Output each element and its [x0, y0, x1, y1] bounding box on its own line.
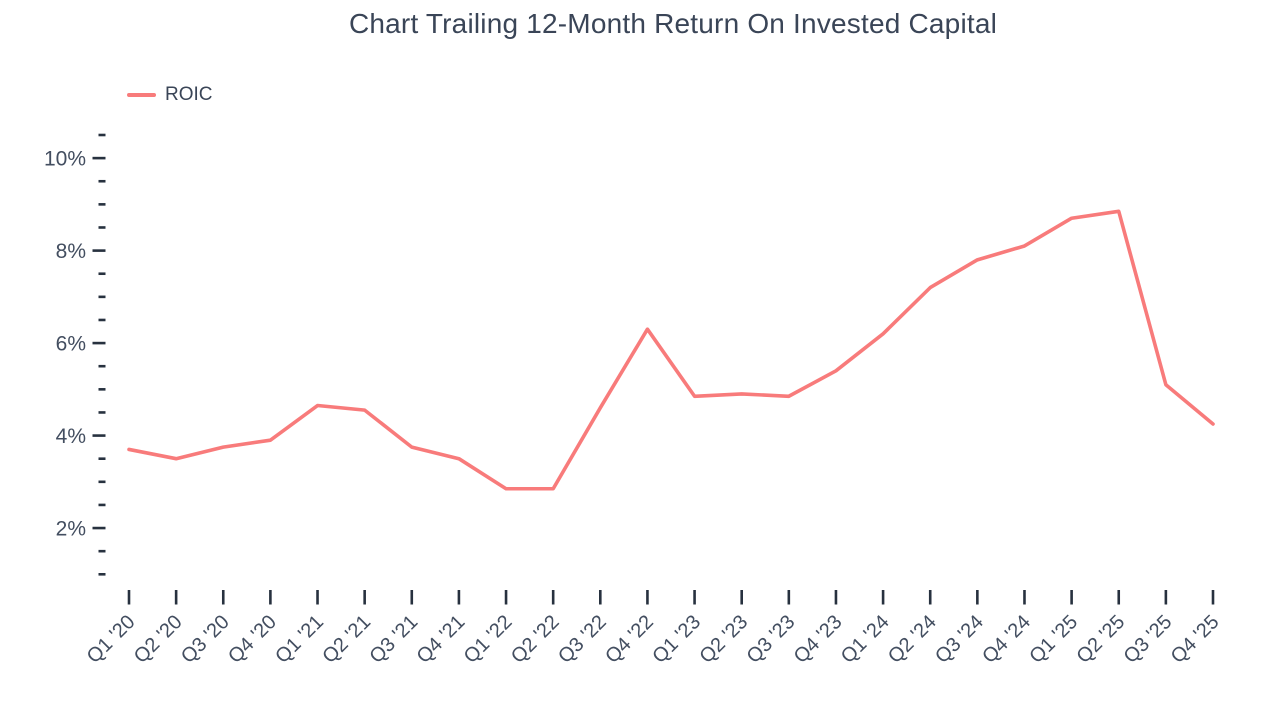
y-tick-label: 4%: [56, 425, 86, 448]
x-tick-label: Q4 '23: [790, 611, 847, 668]
x-tick-label: Q4 '22: [601, 611, 658, 668]
y-tick-label: 2%: [56, 518, 86, 541]
y-tick-label: 8%: [56, 240, 86, 263]
x-tick-label: Q3 '23: [743, 611, 800, 668]
x-tick-label: Q1 '22: [460, 611, 517, 668]
y-tick-label: 10%: [44, 148, 86, 171]
x-tick-label: Q2 '21: [318, 611, 375, 668]
x-tick-label: Q3 '24: [931, 611, 988, 668]
x-tick-label: Q1 '21: [271, 611, 328, 668]
legend-line-swatch: [127, 93, 156, 97]
x-tick-label: Q2 '23: [695, 611, 752, 668]
x-tick-label: Q1 '23: [648, 611, 705, 668]
x-tick-label: Q2 '22: [507, 611, 564, 668]
x-tick-label: Q4 '21: [413, 611, 470, 668]
legend-item-roic[interactable]: ROIC: [127, 84, 213, 106]
x-tick-label: Q2 '25: [1072, 611, 1129, 668]
x-tick-label: Q4 '24: [978, 611, 1035, 668]
x-tick-label: Q2 '20: [130, 611, 187, 668]
roic-line-series[interactable]: [127, 209, 1215, 491]
y-axis: 2% 4% 6% 8% 10%: [44, 133, 106, 576]
x-tick-label: Q3 '25: [1120, 611, 1177, 668]
x-tick-label: Q1 '20: [83, 611, 140, 668]
x-tick-label: Q4 '25: [1167, 611, 1224, 668]
x-tick-label: Q1 '25: [1025, 611, 1082, 668]
x-tick-label: Q4 '20: [224, 611, 281, 668]
x-tick-label: Q3 '22: [554, 611, 611, 668]
y-tick-label: 6%: [56, 333, 86, 356]
x-tick-label: Q3 '21: [366, 611, 423, 668]
x-tick-label: Q3 '20: [177, 611, 234, 668]
chart-title: Chart Trailing 12-Month Return On Invest…: [348, 8, 998, 39]
x-tick-label: Q2 '24: [884, 611, 941, 668]
x-tick-label: Q1 '24: [837, 611, 894, 668]
legend-label: ROIC: [165, 84, 213, 105]
